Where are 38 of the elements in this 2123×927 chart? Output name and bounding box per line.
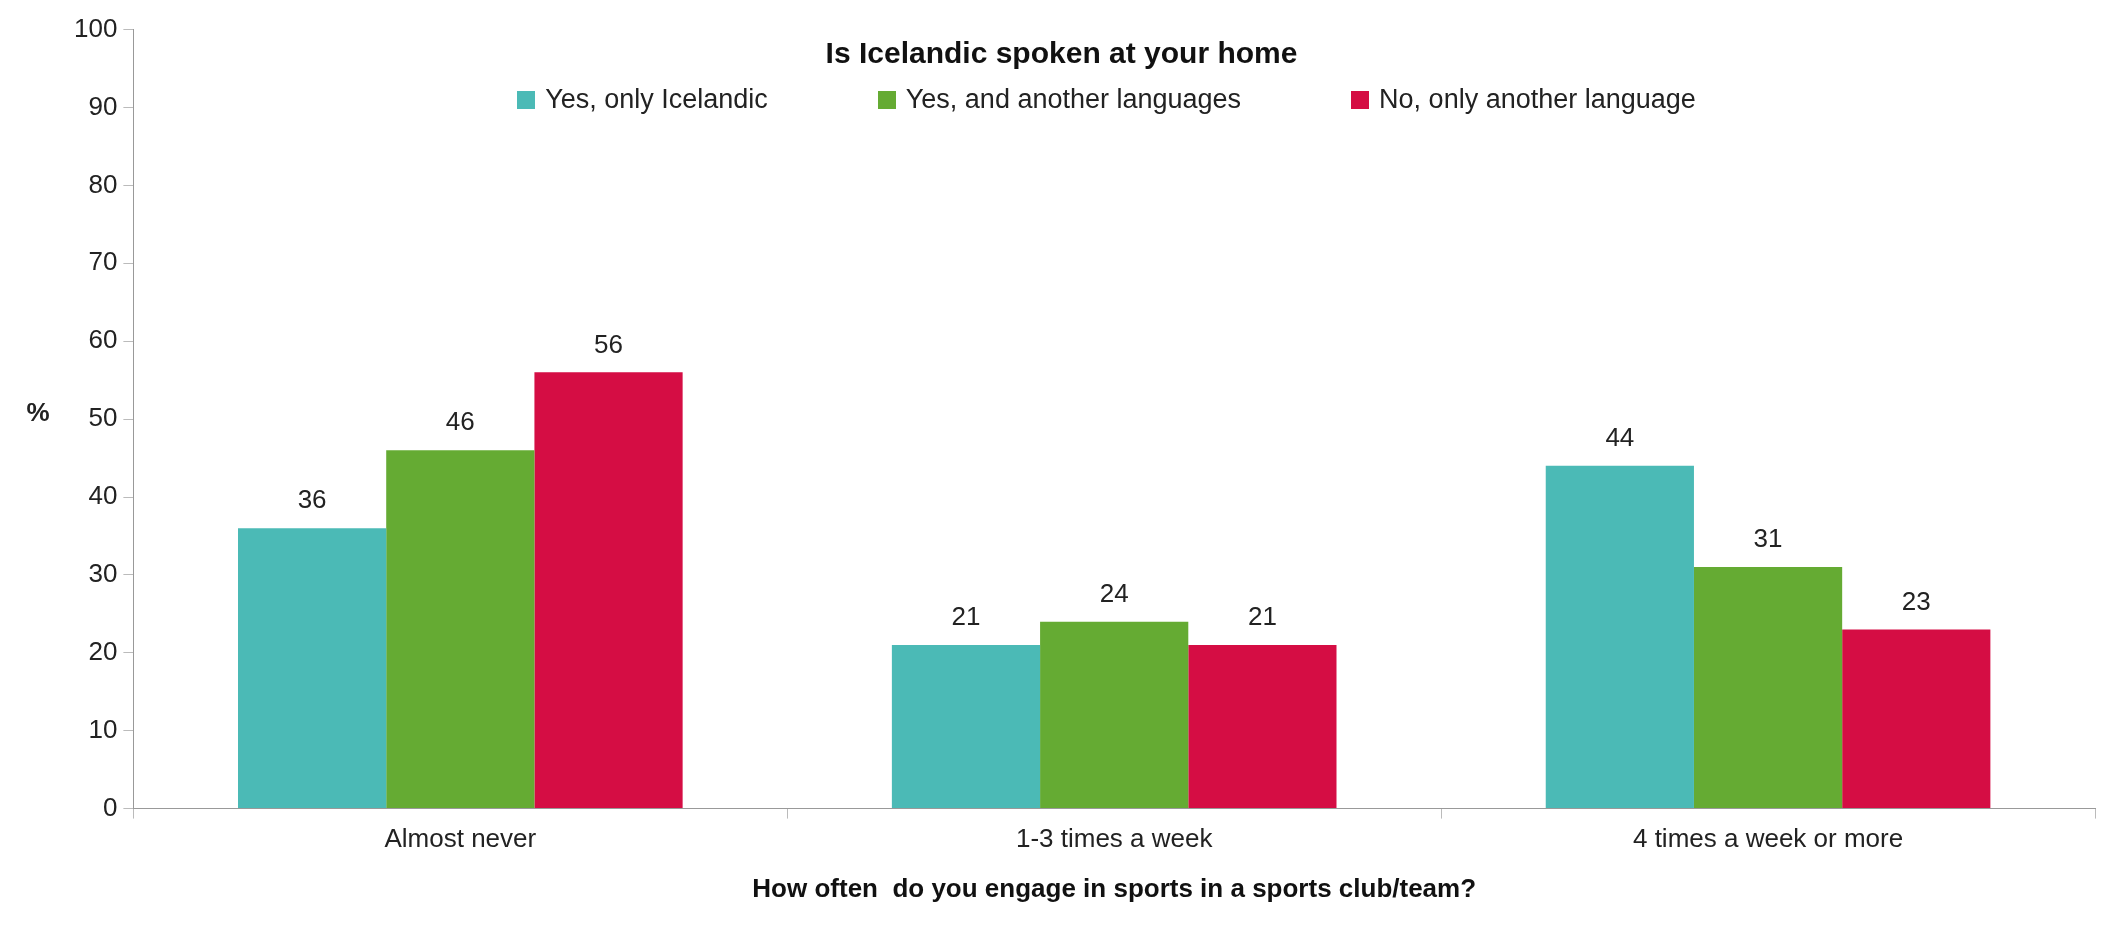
y-tick-label: 80 — [88, 168, 118, 199]
bar — [386, 450, 535, 809]
data-label: 21 — [1247, 601, 1277, 632]
bar — [238, 528, 387, 809]
bar — [1693, 567, 1843, 809]
x-tick-label: Almost never — [384, 823, 537, 854]
y-tick-label: 20 — [88, 635, 118, 666]
x-axis-title: How often do you engage in sports in a sports club/team? — [752, 872, 1477, 903]
bar — [1040, 621, 1189, 809]
data-label: 24 — [1099, 577, 1129, 608]
bar — [1188, 645, 1337, 809]
data-label: 31 — [1753, 523, 1783, 554]
data-label: 56 — [594, 328, 623, 359]
data-label: 23 — [1901, 585, 1931, 616]
y-tick-label: 30 — [88, 558, 118, 589]
x-tick-label: 1-3 times a week — [1015, 823, 1214, 854]
bar — [891, 645, 1041, 809]
data-label: 21 — [951, 601, 981, 632]
y-tick-label: 0 — [102, 791, 118, 822]
bar — [1842, 629, 1991, 809]
y-tick-label: 60 — [88, 324, 118, 355]
legend-label: Yes, only Icelandic — [545, 84, 768, 115]
data-label: 46 — [445, 406, 475, 437]
data-label: 44 — [1605, 422, 1635, 453]
y-tick-label: 50 — [88, 402, 118, 433]
bar — [1545, 465, 1694, 809]
legend-title: Is Icelandic spoken at your home — [825, 36, 1298, 69]
legend-label: No, only another language — [1379, 84, 1696, 115]
legend-label: Yes, and another languages — [905, 84, 1242, 115]
y-tick-label: 70 — [88, 246, 118, 277]
y-axis-title: % — [26, 397, 50, 428]
y-tick-label: 90 — [88, 90, 118, 121]
y-tick-label: 40 — [88, 480, 118, 511]
data-label: 36 — [297, 484, 327, 515]
y-tick-label: 10 — [88, 713, 118, 744]
y-tick-label: 100 — [73, 12, 118, 43]
x-tick-label: 4 times a week or more — [1632, 823, 1904, 854]
bar — [534, 372, 683, 809]
